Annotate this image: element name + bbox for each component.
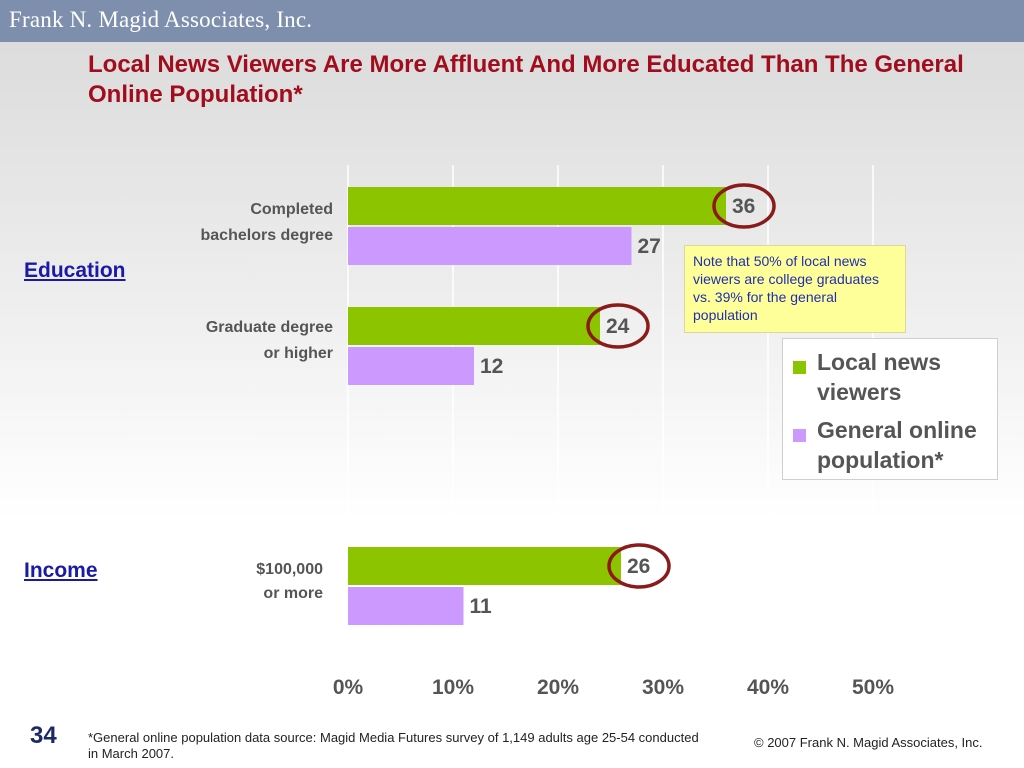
data-label: 11 <box>470 595 493 618</box>
category-label: or higher <box>264 345 333 362</box>
header-bar: Frank N. Magid Associates, Inc. <box>0 0 1024 42</box>
legend-swatch-local <box>793 361 806 374</box>
highlight-circle <box>586 303 650 349</box>
x-tick-label: 50% <box>852 676 894 699</box>
page-number: 34 <box>30 722 57 749</box>
data-label: 12 <box>480 355 503 378</box>
bar-general-online <box>348 227 632 265</box>
category-label: $100,000 <box>256 561 323 578</box>
legend-label-general-line: population* <box>817 447 944 473</box>
legend-label-local-line: Local news <box>817 349 941 375</box>
slide-title: Local News Viewers Are More Affluent And… <box>88 51 964 108</box>
data-label: 27 <box>638 235 661 258</box>
x-tick-label: 30% <box>642 676 684 699</box>
x-tick-label: 10% <box>432 676 474 699</box>
x-tick-label: 40% <box>747 676 789 699</box>
note-callout: Note that 50% of local news viewers are … <box>684 245 906 333</box>
legend-label-general: General online population* <box>817 415 1002 475</box>
legend-item-local: Local news viewers <box>791 347 996 409</box>
x-tick-label: 20% <box>537 676 579 699</box>
category-label: or more <box>263 585 323 602</box>
data-label: 24 <box>606 315 630 338</box>
copyright: © 2007 Frank N. Magid Associates, Inc. <box>754 735 983 750</box>
category-label: Graduate degree <box>206 319 333 336</box>
highlight-circle <box>712 183 776 229</box>
bar-local-news <box>348 187 726 225</box>
highlight-circle <box>607 543 671 589</box>
category-label: bachelors degree <box>201 227 334 244</box>
chart-legend: Local news viewers General online popula… <box>782 338 998 480</box>
legend-label-local-line: viewers <box>817 379 902 405</box>
footnote: *General online population data source: … <box>88 730 699 761</box>
legend-label-general-line: General online <box>817 417 977 443</box>
data-label: 36 <box>732 195 755 218</box>
bar-local-news <box>348 547 621 585</box>
legend-label-local: Local news viewers <box>817 347 1002 407</box>
data-label: 26 <box>627 555 650 578</box>
legend-swatch-general <box>793 429 806 442</box>
category-label: Completed <box>250 201 333 218</box>
section-label-education: Education <box>24 259 126 282</box>
bar-general-online <box>348 347 474 385</box>
x-tick-label: 0% <box>333 676 364 699</box>
legend-item-general: General online population* <box>791 415 996 477</box>
bar-general-online <box>348 587 464 625</box>
bar-local-news <box>348 307 600 345</box>
section-label-income: Income <box>24 559 98 582</box>
brand-logo-text: Frank N. Magid Associates, Inc. <box>9 7 313 32</box>
